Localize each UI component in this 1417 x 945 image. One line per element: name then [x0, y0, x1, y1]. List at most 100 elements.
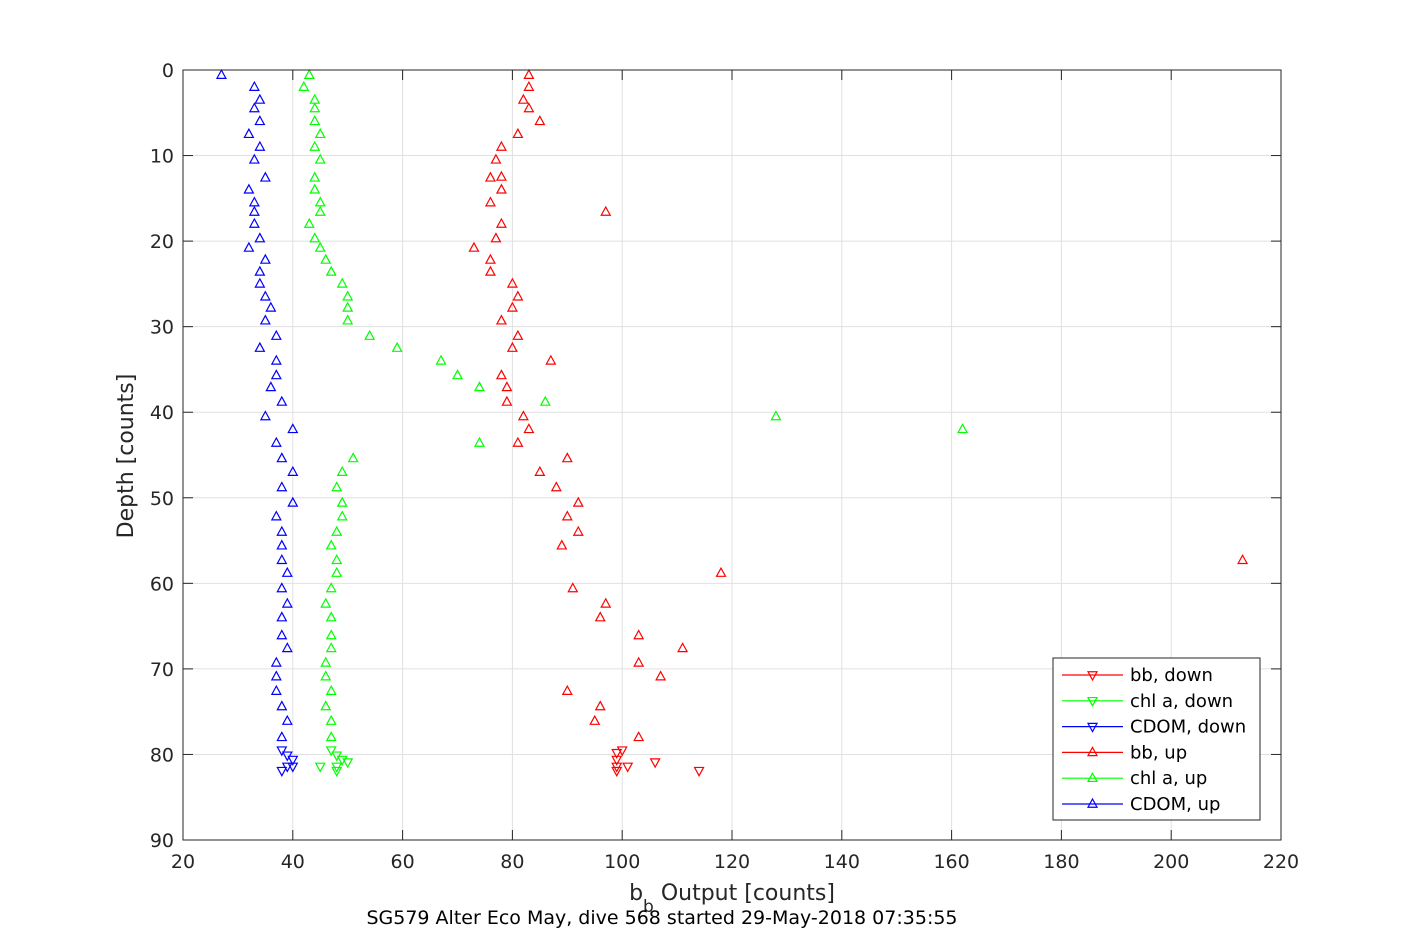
data-point [281, 597, 293, 608]
data-point [347, 452, 359, 463]
data-point [468, 241, 480, 252]
data-point [331, 481, 343, 492]
data-point [270, 436, 282, 447]
data-point [259, 171, 271, 182]
data-point [287, 496, 299, 507]
data-point [484, 253, 496, 264]
data-point [649, 758, 661, 769]
data-point [270, 354, 282, 365]
legend-label: CDOM, down [1130, 717, 1246, 738]
data-point [309, 115, 321, 126]
data-point [490, 232, 502, 243]
data-point [523, 102, 535, 113]
data-point [715, 566, 727, 577]
data-point [309, 140, 321, 151]
data-point [270, 510, 282, 521]
y-axis-ticks: 0 10 20 30 40 50 60 70 80 90 [150, 60, 1281, 852]
series-cdom-up [215, 68, 299, 742]
data-point [276, 525, 288, 536]
data-point [331, 766, 343, 777]
data-point [248, 217, 260, 228]
data-point [495, 170, 507, 181]
data-point [490, 153, 502, 164]
data-point [512, 436, 524, 447]
data-point [320, 670, 332, 681]
data-point [276, 629, 288, 640]
data-point [270, 684, 282, 695]
data-point [303, 217, 315, 228]
data-point [556, 539, 568, 550]
data-point [561, 452, 573, 463]
data-point [259, 314, 271, 325]
x-tick-label: 200 [1153, 851, 1189, 873]
data-point [254, 265, 266, 276]
legend: bb, down chl a, down CDOM, down bb, up chl a… [1052, 657, 1261, 821]
data-point [254, 341, 266, 352]
data-point [331, 762, 343, 773]
data-point [336, 496, 348, 507]
data-point [572, 496, 584, 507]
data-point [309, 232, 321, 243]
data-point [276, 553, 288, 565]
data-point [254, 115, 266, 126]
data-point [342, 758, 354, 769]
data-point [276, 611, 288, 622]
legend-marker [1086, 797, 1099, 808]
data-point [314, 241, 326, 252]
y-tick-label: 0 [162, 60, 174, 82]
series-cdom-down [276, 746, 299, 777]
data-point [309, 171, 321, 182]
data-point [270, 369, 282, 380]
data-point [495, 369, 507, 380]
data-point [320, 253, 332, 264]
data-point [957, 423, 969, 434]
data-point [677, 642, 689, 653]
data-point [342, 290, 354, 301]
data-point [501, 381, 513, 392]
data-point [243, 241, 255, 252]
data-point [616, 746, 628, 757]
data-point [281, 566, 293, 577]
data-point [254, 140, 266, 151]
data-point [534, 115, 546, 126]
data-point [243, 127, 255, 139]
data-point [611, 748, 623, 759]
y-tick-label: 80 [150, 744, 174, 766]
data-point [484, 196, 496, 207]
y-tick-label: 30 [150, 317, 174, 339]
data-point [276, 452, 288, 463]
data-point [331, 553, 343, 565]
data-point [303, 68, 315, 79]
legend-marker [1086, 671, 1099, 682]
legend-label: chl a, up [1130, 768, 1207, 789]
data-point [770, 410, 782, 421]
data-point [325, 265, 337, 276]
data-point [276, 766, 288, 777]
data-point [451, 369, 464, 380]
data-point [325, 629, 337, 640]
data-point [254, 93, 266, 104]
data-point [243, 183, 255, 194]
x-tick-label: 80 [500, 851, 524, 873]
x-tick-label: 100 [604, 851, 640, 873]
data-point [495, 183, 507, 194]
data-point [287, 465, 299, 476]
series-bb-down [611, 746, 705, 777]
y-tick-label: 60 [150, 573, 174, 595]
data-point [276, 539, 288, 550]
x-axis-label-rest: Output [counts] [654, 881, 835, 906]
data-point [248, 102, 260, 113]
legend-label: bb, up [1130, 742, 1187, 763]
data-point [314, 153, 326, 164]
data-point [276, 700, 288, 711]
data-point [215, 68, 227, 79]
data-point [248, 153, 260, 164]
data-point [270, 656, 282, 667]
data-point [265, 381, 277, 392]
data-point [281, 714, 293, 725]
data-point [276, 746, 288, 757]
legend-marker [1086, 722, 1099, 733]
data-markers [215, 68, 1249, 777]
data-point [336, 465, 348, 476]
